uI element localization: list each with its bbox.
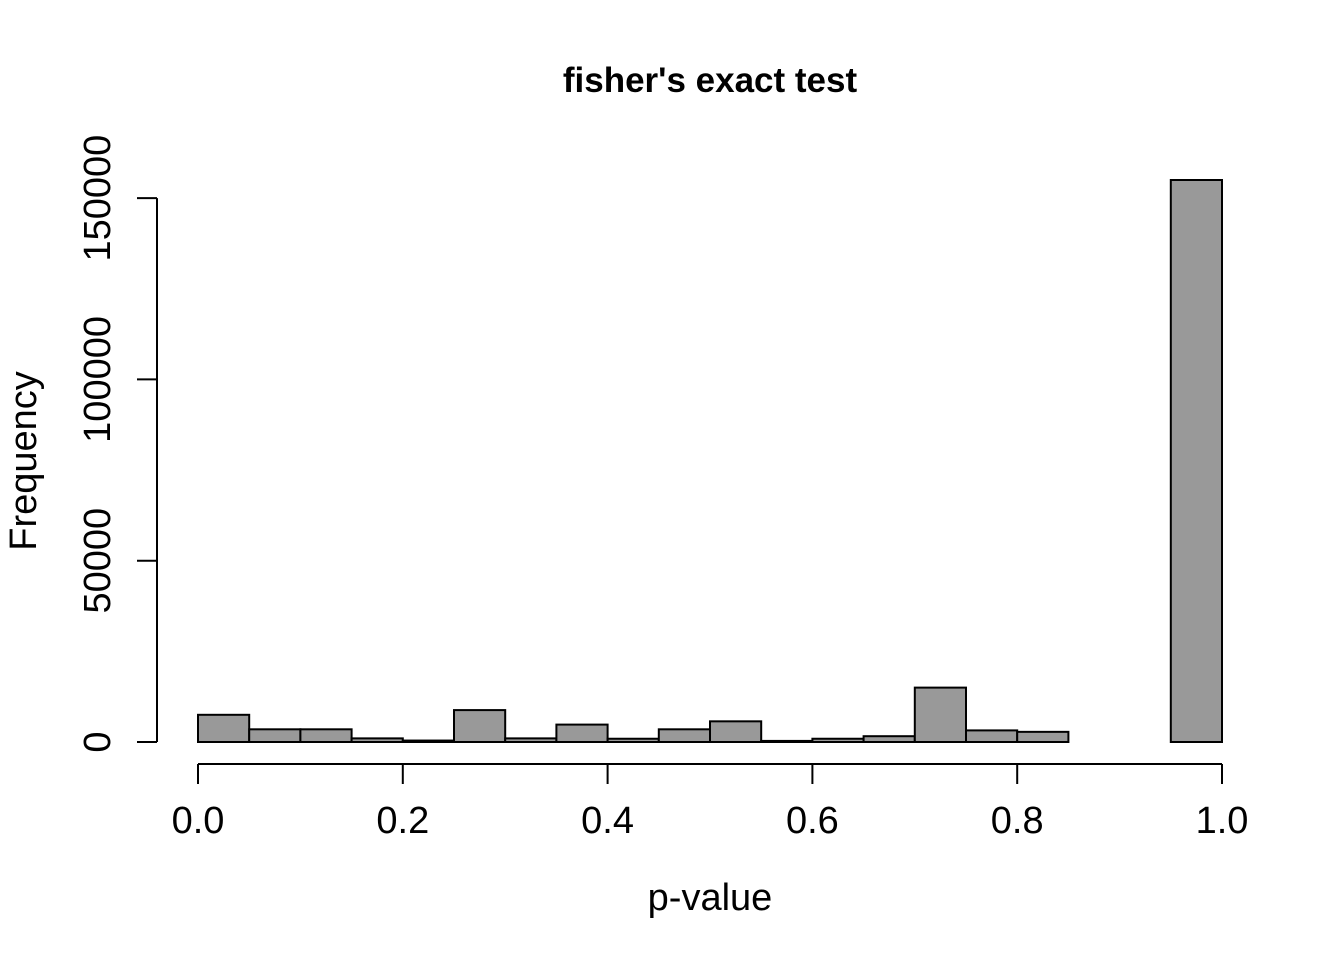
histogram-bar-0 xyxy=(197,713,251,744)
y-tick-label: 0 xyxy=(77,731,119,752)
x-tick-label: 0.4 xyxy=(581,800,634,842)
histogram-bar-12 xyxy=(811,737,865,743)
x-tick-label: 0.0 xyxy=(172,800,225,842)
y-axis-label: Frequency xyxy=(3,371,45,551)
x-tick-label: 0.6 xyxy=(786,800,839,842)
histogram-bar-8 xyxy=(606,737,660,743)
x-tick-label: 0.2 xyxy=(376,800,429,842)
histogram-bar-10 xyxy=(709,720,763,743)
bars-group xyxy=(197,179,1224,744)
histogram-bar-19 xyxy=(1169,179,1224,743)
histogram-bar-15 xyxy=(965,729,1019,743)
histogram-bar-14 xyxy=(913,686,967,744)
x-tick-label: 1.0 xyxy=(1196,800,1249,842)
histogram-bar-4 xyxy=(401,739,455,744)
histogram-bar-9 xyxy=(657,728,711,744)
x-axis: 0.0 0.2 0.4 0.6 0.8 1.0 xyxy=(172,763,1249,842)
chart-title: fisher's exact test xyxy=(563,61,858,100)
histogram-bar-1 xyxy=(248,728,302,744)
x-tick-label: 0.8 xyxy=(991,800,1044,842)
histogram-bar-2 xyxy=(299,728,353,744)
histogram-bar-3 xyxy=(350,737,404,744)
histogram-bar-16 xyxy=(1016,730,1070,743)
y-tick-label: 50000 xyxy=(77,508,119,614)
y-tick-label: 150000 xyxy=(77,135,119,262)
y-tick-label: 100000 xyxy=(77,316,119,443)
x-axis-label: p-value xyxy=(648,877,773,919)
histogram-bar-6 xyxy=(504,737,558,744)
histogram-bar-5 xyxy=(453,709,507,743)
histogram-bar-13 xyxy=(862,735,916,744)
y-axis: 0 50000 100000 150000 xyxy=(77,135,158,753)
histogram-bar-7 xyxy=(555,723,609,744)
histogram-bar-11 xyxy=(760,739,814,743)
